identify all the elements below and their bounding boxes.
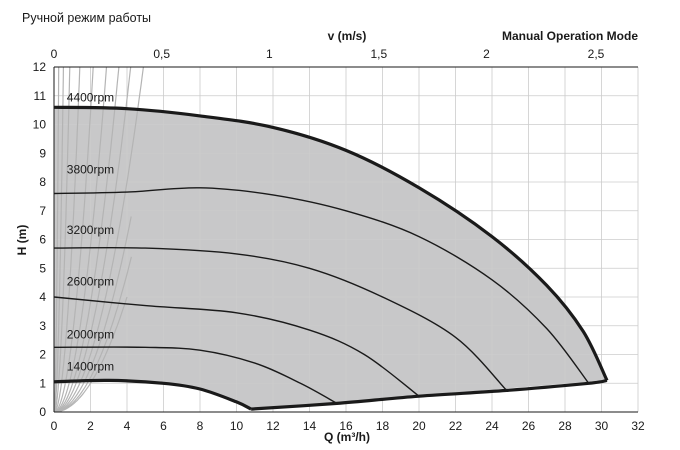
curve-1400rpm <box>53 378 252 411</box>
series-label-2600rpm: 2600rpm <box>67 275 114 289</box>
series-label-1400rpm: 1400rpm <box>67 359 114 373</box>
top-tick-label: 2 <box>483 47 490 61</box>
y-tick-label: 12 <box>33 60 47 74</box>
x-tick-label: 24 <box>485 419 499 433</box>
system-curve <box>54 67 108 412</box>
x-tick-label: 28 <box>558 419 572 433</box>
x-tick-label: 16 <box>339 419 353 433</box>
x-tick-label: 18 <box>376 419 390 433</box>
top-axis-label: v (m/s) <box>328 29 367 43</box>
y-tick-label: 8 <box>39 175 46 189</box>
top-tick-label: 1,5 <box>371 47 388 61</box>
curve-4400rpm <box>53 105 609 382</box>
y-tick-label: 11 <box>34 89 47 103</box>
x-tick-label: 14 <box>303 419 317 433</box>
system-curve <box>54 216 132 412</box>
y-tick-label: 0 <box>39 405 46 419</box>
curve-2600rpm <box>53 296 420 397</box>
system-curve <box>54 67 71 412</box>
caption-ru: Ручной режим работы <box>22 11 151 25</box>
y-tick-label: 10 <box>33 118 47 132</box>
x-tick-label: 0 <box>51 419 58 433</box>
y-tick-label: 5 <box>39 261 46 275</box>
system-curve <box>54 256 132 412</box>
y-tick-label: 9 <box>39 146 46 160</box>
y-tick-label: 6 <box>39 233 46 247</box>
top-tick-label: 0 <box>51 47 58 61</box>
x-tick-label: 6 <box>160 419 167 433</box>
series-label-3200rpm: 3200rpm <box>67 223 114 237</box>
series-label-2000rpm: 2000rpm <box>67 328 114 342</box>
x-tick-label: 22 <box>449 419 463 433</box>
system-curve <box>54 67 64 412</box>
curve-2000rpm <box>53 346 338 405</box>
system-curve <box>54 67 132 412</box>
series-label-3800rpm: 3800rpm <box>67 162 114 176</box>
y-axis-label: H (m) <box>15 225 29 256</box>
system-curve <box>54 67 60 412</box>
x-tick-label: 12 <box>266 419 280 433</box>
operating-envelope <box>54 107 607 410</box>
curve-3200rpm <box>53 247 508 391</box>
system-curves <box>54 67 144 412</box>
y-tick-label: 3 <box>39 319 46 333</box>
x-tick-label: 2 <box>87 419 94 433</box>
y-tick-label: 2 <box>39 348 46 362</box>
y-tick-label: 1 <box>39 376 46 390</box>
x-tick-label: 4 <box>124 419 131 433</box>
y-tick-label: 4 <box>39 290 46 304</box>
x-tick-label: 10 <box>230 419 244 433</box>
y-tick-label: 7 <box>39 204 46 218</box>
plot-area: 4400rpm 3800rpm 3200rpm 2600rpm 2000rpm 1400r… <box>33 47 645 433</box>
top-tick-label: 2,5 <box>588 47 605 61</box>
system-curve <box>54 67 120 412</box>
x-axis-label: Q (m³/h) <box>324 430 370 444</box>
x-tick-label: 30 <box>595 419 609 433</box>
curve-3800rpm <box>53 187 590 384</box>
system-curve <box>54 67 81 412</box>
min-curve <box>250 378 608 411</box>
x-tick-label: 32 <box>631 419 645 433</box>
top-tick-label: 0,5 <box>153 47 170 61</box>
x-tick-label: 20 <box>412 419 426 433</box>
system-curve <box>54 67 94 412</box>
series-label-4400rpm: 4400rpm <box>67 91 114 105</box>
top-tick-label: 1 <box>266 47 273 61</box>
caption-en: Manual Operation Mode <box>502 29 638 43</box>
x-tick-label: 8 <box>197 419 204 433</box>
system-curve <box>54 67 144 412</box>
x-tick-label: 26 <box>522 419 536 433</box>
